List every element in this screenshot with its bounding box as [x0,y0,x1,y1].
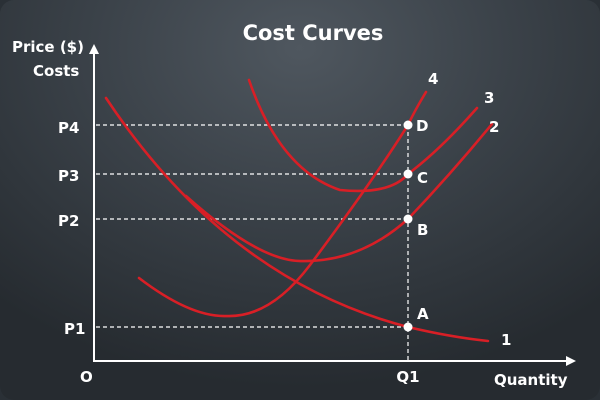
price-level-p4: P4 [58,119,79,137]
point-d-label: D [416,117,428,135]
q1-label: Q1 [396,368,419,386]
curve-4 [137,90,428,318]
curve-3 [247,78,479,193]
curve-1 [104,96,490,343]
curve-label-4: 4 [428,70,438,88]
curve-label-3: 3 [484,89,494,107]
origin-label: O [80,368,93,386]
price-level-p2: P2 [58,212,79,230]
price-level-p3: P3 [58,167,79,185]
diagram-title: Cost Curves [243,21,384,45]
curve-label-2: 2 [489,118,499,136]
y-axis-label-line2: Costs [33,62,79,80]
x-axis-label: Quantity [494,371,568,389]
point-c-marker [403,169,413,179]
point-a-label: A [417,305,429,323]
curve-label-1: 1 [501,331,511,349]
point-b-label: B [417,221,428,239]
point-a-marker [403,322,413,332]
point-c-label: C [417,169,428,187]
point-d-marker [403,120,413,130]
curve-2 [184,122,494,263]
y-axis-label-line1: Price ($) [12,38,84,56]
price-level-p1: P1 [64,320,85,338]
point-b-marker [403,214,413,224]
